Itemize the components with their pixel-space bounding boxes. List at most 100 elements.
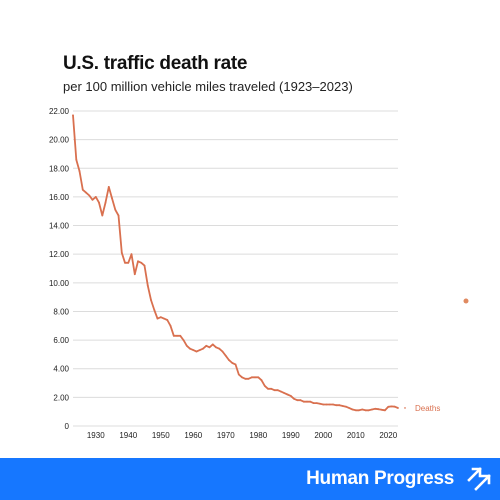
data-point <box>390 405 393 408</box>
data-point <box>146 284 149 287</box>
data-point <box>72 114 74 117</box>
data-point <box>192 349 195 351</box>
data-point <box>224 354 227 357</box>
chart-title: U.S. traffic death rate <box>63 53 248 74</box>
y-tick-label: 0 <box>65 422 70 431</box>
y-tick-label: 20.00 <box>49 136 70 145</box>
decorative-dot <box>463 298 469 304</box>
y-tick-label: 18.00 <box>49 164 70 173</box>
data-point <box>374 407 377 410</box>
data-point <box>133 273 136 276</box>
data-point <box>117 214 120 217</box>
data-point <box>143 264 146 267</box>
data-point <box>377 408 380 411</box>
data-point <box>189 347 191 350</box>
upward-arrows-logo-icon <box>467 467 491 491</box>
grid-lines <box>73 110 398 427</box>
data-point <box>384 409 386 412</box>
data-point <box>98 201 100 204</box>
data-point <box>179 334 182 337</box>
data-point <box>169 324 172 327</box>
data-point <box>335 404 338 407</box>
x-tick-label: 1950 <box>152 431 170 440</box>
data-point <box>231 362 234 364</box>
chart-subtitle: per 100 million vehicle miles traveled (… <box>63 79 353 94</box>
data-point <box>241 376 243 379</box>
data-point <box>94 196 97 198</box>
data-point <box>163 317 165 320</box>
x-tick-label: 1940 <box>119 431 137 440</box>
data-point <box>328 403 331 406</box>
data-point <box>280 390 282 393</box>
data-point <box>166 319 169 321</box>
data-point <box>345 405 347 408</box>
data-point <box>312 402 315 404</box>
y-tick-label: 22.00 <box>49 107 70 116</box>
x-tick-label: 1990 <box>282 431 300 440</box>
data-point <box>185 344 188 347</box>
data-point <box>371 408 373 411</box>
data-point <box>296 399 299 402</box>
data-point <box>107 186 110 188</box>
data-point <box>393 405 396 408</box>
data-point <box>306 400 308 403</box>
series-line-deaths <box>72 115 399 412</box>
data-point <box>85 191 87 194</box>
data-point <box>367 409 370 412</box>
data-point <box>283 392 286 394</box>
data-point <box>319 402 321 405</box>
y-tick-label: 10.00 <box>49 279 70 288</box>
data-point <box>244 377 247 380</box>
data-point <box>78 170 81 173</box>
x-tick-label: 2020 <box>379 431 397 440</box>
data-point <box>293 397 295 400</box>
line-chart: 0 2.00 4.00 6.00 8.00 10.00 12.00 14.00 16.00 18.… <box>49 107 469 440</box>
data-point <box>267 387 269 390</box>
y-tick-label: 16.00 <box>49 193 70 202</box>
data-point <box>361 408 364 411</box>
data-point <box>273 389 276 392</box>
data-point <box>348 407 351 409</box>
y-tick-label: 8.00 <box>53 307 69 316</box>
data-point <box>364 409 367 412</box>
data-point <box>211 343 214 346</box>
data-point <box>159 316 162 319</box>
footer-bar: Human Progress <box>0 458 500 500</box>
data-point <box>315 402 318 404</box>
data-point <box>205 344 208 347</box>
y-tick-label: 12.00 <box>49 250 70 259</box>
data-point <box>104 201 107 204</box>
y-tick-label: 4.00 <box>53 365 69 374</box>
data-point <box>221 350 224 353</box>
data-point <box>137 260 139 263</box>
data-point <box>215 346 217 349</box>
data-point <box>387 405 390 408</box>
data-point <box>101 214 104 217</box>
data-point <box>341 405 344 407</box>
data-point <box>302 400 305 403</box>
data-point <box>156 317 159 320</box>
data-point <box>332 403 334 406</box>
data-point <box>325 403 328 406</box>
data-point <box>127 261 130 264</box>
data-point <box>195 350 198 353</box>
y-tick-label: 2.00 <box>53 393 69 402</box>
data-point <box>338 404 341 407</box>
data-point <box>397 407 399 409</box>
series-label-deaths: Deaths <box>415 404 440 413</box>
data-point <box>228 359 230 361</box>
data-point <box>114 208 117 211</box>
data-point <box>88 194 91 197</box>
data-point <box>218 347 221 350</box>
x-tick-label: 1970 <box>217 431 235 440</box>
data-point <box>247 377 250 380</box>
brand-name: Human Progress <box>306 468 454 489</box>
data-point <box>254 376 256 379</box>
data-point <box>286 393 289 396</box>
data-point <box>309 400 312 403</box>
data-point <box>202 347 204 350</box>
x-tick-label: 2010 <box>347 431 365 440</box>
x-axis-ticks: 1930 1940 1950 1960 1970 1980 1990 2000 2010 2020 <box>87 431 398 440</box>
data-point <box>234 363 237 366</box>
data-point <box>257 376 260 379</box>
